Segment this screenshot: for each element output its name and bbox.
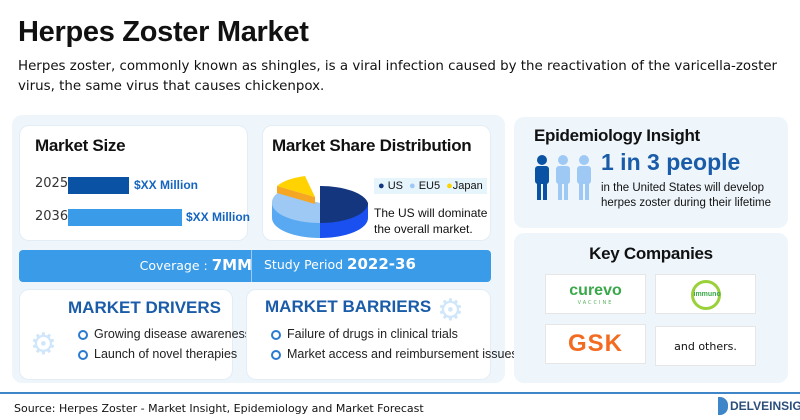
epidemiology-text: in the United States will develop herpes… [601,182,772,209]
driver-item: Launch of novel therapies [78,347,237,362]
gears-icon: ⚙ [437,293,464,328]
driver-item: Growing disease awareness [78,327,251,342]
curevo-logo: curevo VACCINE [545,274,646,314]
companies-panel: Key Companies curevo VACCINE immuno GSK … [514,233,788,383]
market-size-title: Market Size [35,136,126,155]
pie-japan-side [277,186,315,204]
year-label: 2036 [35,209,69,224]
bar-2036 [68,209,182,226]
check-icon [78,329,88,340]
barriers-title: MARKET BARRIERS [265,297,432,316]
immuno-logo: immuno [655,274,756,314]
coverage-bar: Coverage : 7MM Study Period 2022-36 [19,250,491,282]
value-label: $XX Million [134,178,199,192]
barrier-item: Market access and reimbursement issues [271,347,518,362]
market-size-card: Market Size 2025 $XX Million 2036 $XX Mi… [19,125,251,241]
coverage: Coverage : 7MM [139,256,252,274]
drivers-card: MARKET DRIVERS ⚙ Growing disease awarene… [19,289,251,380]
legend-japan: ●Japan [446,180,483,192]
barrier-item: Failure of drugs in clinical trials [271,327,458,342]
companies-title: Key Companies [589,244,713,263]
pie-chart [271,176,368,238]
market-share-card: Market Share Distribution ● US ● EU5 ●Ja… [262,125,491,241]
page-title: Herpes Zoster Market [18,16,309,48]
gears-icon: ⚙ [30,327,57,362]
drivers-title: MARKET DRIVERS [68,298,222,317]
check-icon [78,349,88,360]
check-icon [271,349,281,360]
people-icon [535,155,591,200]
check-icon [271,329,281,340]
epidemiology-title: Epidemiology Insight [534,126,700,145]
delveinsight-logo: DELVEINSIGHT [718,397,800,415]
legend-eu5: ● EU5 [409,180,441,192]
epidemiology-headline: 1 in 3 people [601,149,741,175]
legend-us: ● US [378,180,403,192]
market-share-title: Market Share Distribution [272,136,472,155]
divider [251,250,252,282]
epidemiology-panel: Epidemiology Insight 1 in 3 people in th… [514,117,788,228]
pie-eu5-slice [271,192,320,223]
pie-legend: ● US ● EU5 ●Japan [374,178,487,194]
gsk-logo: GSK [545,324,646,364]
year-label: 2025 [35,176,69,191]
pie-japan-slice [277,176,315,197]
others-label: and others. [655,326,756,366]
bar-2025 [68,177,129,194]
footer-divider [0,392,800,394]
barriers-card: MARKET BARRIERS ⚙ Failure of drugs in cl… [246,289,518,380]
market-share-note: The US will dominate the overall market. [374,206,488,236]
description: Herpes zoster, commonly known as shingle… [18,59,778,94]
value-label: $XX Million [186,210,251,224]
pie-us-slice [320,185,368,223]
source-text: Source: Herpes Zoster - Market Insight, … [14,402,424,415]
study-period: Study Period 2022-36 [264,255,416,273]
